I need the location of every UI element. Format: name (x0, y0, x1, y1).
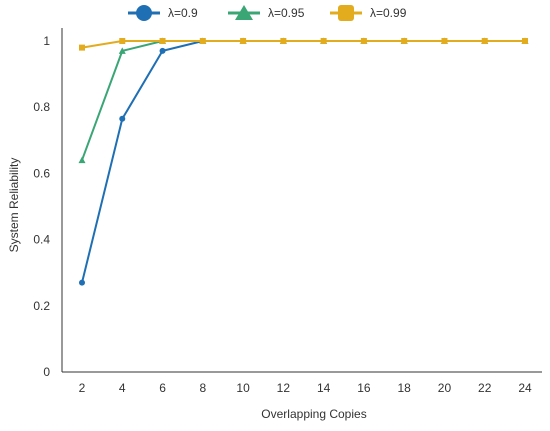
x-tick-label: 8 (199, 381, 206, 395)
x-tick-label: 10 (236, 381, 250, 395)
data-point (78, 156, 86, 164)
data-point (401, 38, 408, 44)
x-tick-labels: 2 4 6 8 10 12 14 16 18 20 22 24 (79, 381, 532, 395)
legend-label: λ=0.9 (168, 6, 198, 20)
data-point (119, 115, 126, 122)
series-line (81, 40, 525, 49)
legend: λ=0.9 λ=0.95 λ=0.99 (128, 5, 407, 21)
axes (61, 28, 542, 373)
y-axis-title: System Reliability (7, 158, 21, 253)
series-group (79, 38, 528, 51)
legend-item: λ=0.99 (330, 5, 407, 21)
x-tick-label: 22 (478, 381, 492, 395)
data-point (159, 38, 166, 44)
data-point (320, 38, 327, 44)
x-tick-label: 20 (438, 381, 452, 395)
x-tick-label: 14 (317, 381, 331, 395)
data-point (481, 38, 488, 44)
y-tick-label: 0.8 (33, 100, 50, 114)
x-tick-label: 2 (79, 381, 86, 395)
y-tick-label: 0 (43, 365, 50, 379)
data-point (360, 38, 367, 44)
data-point (199, 38, 206, 44)
y-tick-labels: 0 0.2 0.4 0.6 0.8 1 (33, 34, 50, 379)
data-point (118, 47, 126, 54)
series-line (81, 40, 525, 283)
series-group (79, 38, 528, 286)
data-point (79, 279, 85, 286)
x-axis-title: Overlapping Copies (261, 407, 366, 421)
y-tick-label: 1 (43, 34, 50, 48)
x-tick-label: 24 (518, 381, 532, 395)
legend-item: λ=0.95 (228, 5, 305, 20)
data-point (79, 44, 85, 51)
data-point (280, 38, 287, 44)
data-point (441, 38, 448, 44)
data-point (522, 38, 528, 44)
y-tick-label: 0.4 (33, 233, 50, 247)
series-line (81, 40, 525, 161)
x-tick-label: 16 (357, 381, 371, 395)
data-point (159, 47, 166, 54)
x-tick-label: 4 (119, 381, 126, 395)
legend-item: λ=0.9 (128, 5, 198, 21)
x-tick-label: 18 (398, 381, 412, 395)
data-point (240, 38, 247, 44)
x-tick-label: 12 (277, 381, 291, 395)
data-point (119, 38, 126, 44)
y-tick-label: 0.2 (33, 299, 50, 313)
x-tick-label: 6 (159, 381, 166, 395)
legend-marker (235, 5, 253, 20)
y-tick-label: 0.6 (33, 166, 50, 180)
plot-area (78, 37, 529, 286)
legend-marker (338, 5, 354, 21)
legend-marker (136, 5, 152, 21)
legend-label: λ=0.95 (268, 6, 305, 20)
series-group (78, 37, 529, 164)
legend-label: λ=0.99 (370, 6, 407, 20)
